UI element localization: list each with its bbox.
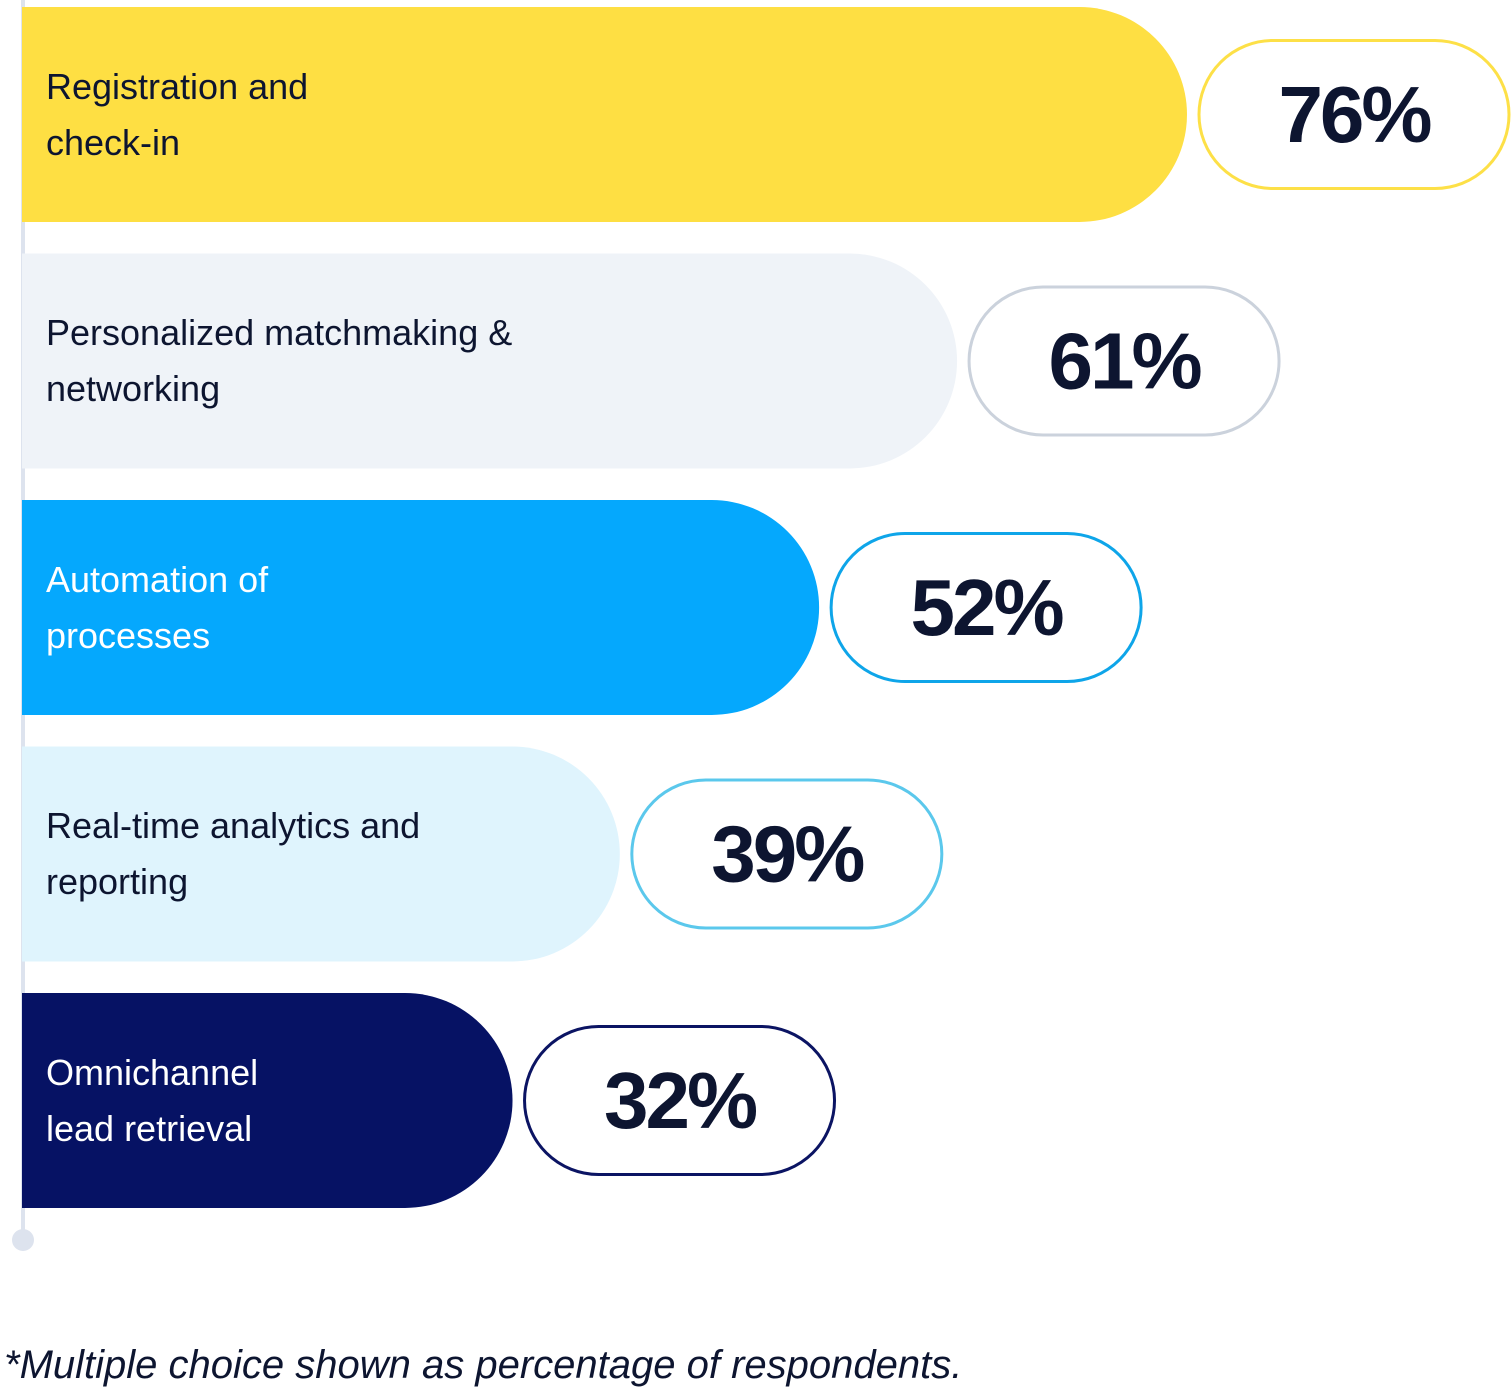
value-label: 39% [711,810,864,899]
value-pill [523,1025,837,1176]
bar [22,993,513,1208]
category-label: Personalized matchmaking & networking [46,312,513,409]
bar [22,746,620,962]
value-pill [829,532,1143,683]
bar [22,253,958,469]
axis-end [12,1229,34,1251]
value-pill [967,285,1281,437]
value-label: 61% [1049,317,1202,406]
category-label: Registration and check-in [46,65,309,163]
footnote: *Multiple choice shown as percentage of … [4,1343,963,1387]
value-pill [630,778,944,930]
value-label: 76% [1278,70,1431,159]
value-pill [1197,39,1511,190]
value-label: 32% [604,1056,757,1145]
category-label: Real-time analytics and reporting [46,805,421,902]
category-label: Omnichannel lead retrieval [46,1051,259,1149]
bar [22,7,1187,222]
value-label: 52% [911,563,1064,652]
category-label: Automation of processes [46,558,269,656]
bar [22,500,820,715]
